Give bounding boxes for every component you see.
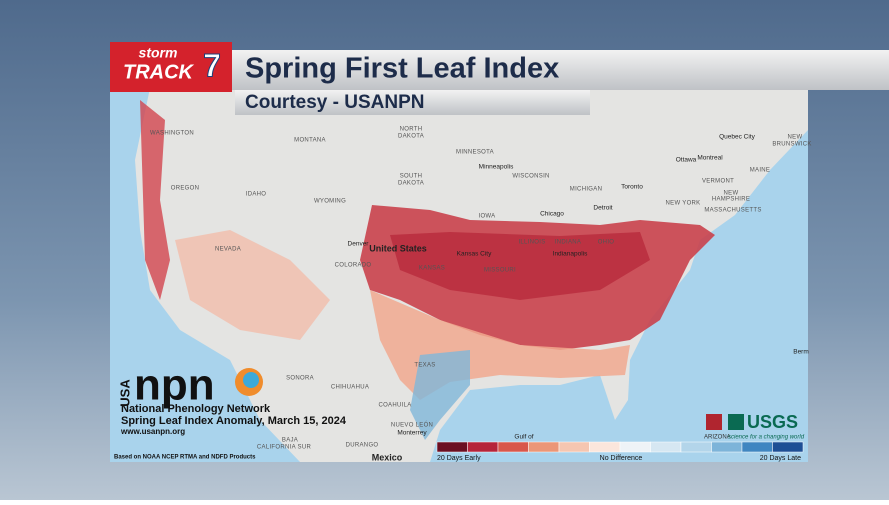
map-label: Gulf of	[514, 434, 533, 441]
map-label: NORTH	[400, 127, 423, 133]
logo-line1: storm	[139, 45, 178, 61]
map-label: MICHIGAN	[570, 187, 602, 193]
arizona-logo	[706, 414, 722, 430]
map-label: BRUNSWICK	[772, 142, 811, 148]
map-label: NEW YORK	[666, 201, 701, 207]
map-label: SONORA	[286, 376, 314, 382]
subtitle: Courtesy - USANPN	[245, 92, 424, 113]
map-label: VERMONT	[702, 179, 734, 185]
legend-swatch	[467, 441, 499, 453]
map-label: MAINE	[750, 168, 771, 174]
credit-caption: Spring Leaf Index Anomaly, March 15, 202…	[121, 415, 347, 427]
legend-swatch	[528, 441, 560, 453]
map-label: WYOMING	[314, 199, 346, 205]
legend-swatch	[436, 441, 468, 453]
legend-swatch	[589, 441, 621, 453]
map-label: NUEVO LEÓN	[391, 422, 433, 429]
map-label: MINNESOTA	[456, 150, 494, 156]
legend-swatch	[650, 441, 682, 453]
map-label: ILLINOIS	[518, 240, 545, 246]
map	[110, 88, 808, 462]
legend-low: 20 Days Early	[437, 455, 481, 462]
legend-swatch	[772, 441, 804, 453]
map-label: OREGON	[171, 186, 199, 192]
map-label: Kansas City	[457, 251, 492, 258]
map-label: CHIHUAHUA	[331, 385, 369, 391]
map-label: Detroit	[593, 205, 612, 212]
legend-mid: No Difference	[600, 455, 643, 462]
credit-acronym: USA	[117, 379, 132, 407]
map-label: COLORADO	[335, 263, 372, 269]
legend	[436, 441, 804, 453]
map-label: Mexico	[372, 452, 403, 462]
map-labels: WASHINGTONMONTANANORTHDAKOTAMINNESOTAMin…	[150, 127, 811, 463]
map-label: INDIANA	[555, 240, 581, 246]
title-band	[232, 50, 889, 90]
credit-logo: npn	[134, 361, 215, 410]
map-label: SOUTH	[400, 174, 423, 180]
map-label: Montreal	[697, 155, 723, 162]
legend-swatch	[558, 441, 590, 453]
map-label: CALIFORNIA SUR	[257, 445, 312, 451]
map-label: DAKOTA	[398, 134, 424, 140]
arizona: ARIZONA	[704, 435, 731, 441]
credit-org: National Phenology Network	[121, 403, 271, 415]
legend-swatch	[619, 441, 651, 453]
map-label: Toronto	[621, 184, 643, 191]
map-label: NEVADA	[215, 247, 241, 253]
map-label: DURANGO	[346, 443, 379, 449]
map-label: DAKOTA	[398, 181, 424, 187]
map-label: Berm	[793, 349, 809, 356]
usgs-tagline: science for a changing world	[728, 435, 805, 441]
usgs-logo	[728, 414, 744, 430]
map-label: WASHINGTON	[150, 131, 194, 137]
logo-box	[110, 42, 232, 92]
map-label: WISCONSIN	[512, 174, 549, 180]
legend-swatch	[497, 441, 529, 453]
logo-line2: TRACK	[123, 61, 195, 83]
map-label: Minneapolis	[479, 164, 514, 171]
map-label: MASSACHUSETTS	[704, 208, 761, 214]
map-label: Quebec City	[719, 134, 756, 141]
title: Spring First Leaf Index	[245, 53, 559, 85]
legend-high: 20 Days Late	[760, 455, 801, 462]
map-label: MISSOURI	[484, 268, 516, 274]
legend-swatch	[711, 441, 743, 453]
logo-number: 7	[203, 47, 221, 83]
npn-leaf-icon-inner	[243, 372, 259, 388]
legend-swatch	[741, 441, 773, 453]
source: Based on NOAA NCEP RTMA and NDFD Product…	[114, 455, 256, 461]
map-label: BAJA	[282, 438, 298, 444]
map-label: KANSAS	[419, 266, 445, 272]
map-label: Monterrey	[397, 430, 427, 437]
subtitle-band	[235, 90, 590, 115]
map-label: COAHUILA	[378, 403, 411, 409]
legend-swatch	[680, 441, 712, 453]
credit-url: www.usanpn.org	[120, 427, 185, 436]
map-label: NEW	[724, 191, 739, 197]
map-label: TEXAS	[414, 363, 435, 369]
map-label: HAMPSHIRE	[712, 197, 750, 203]
map-label: OHIO	[598, 240, 615, 246]
map-label: Ottawa	[676, 157, 697, 164]
map-label: Chicago	[540, 211, 564, 218]
map-label: MONTANA	[294, 138, 326, 144]
map-label: Indianapolis	[553, 251, 588, 258]
map-label: IOWA	[479, 214, 496, 220]
map-label: NEW	[788, 135, 803, 141]
map-label: IDAHO	[246, 192, 267, 198]
usgs: USGS	[747, 412, 798, 432]
map-label: United States	[369, 243, 427, 253]
map-label: Denver	[348, 241, 370, 248]
